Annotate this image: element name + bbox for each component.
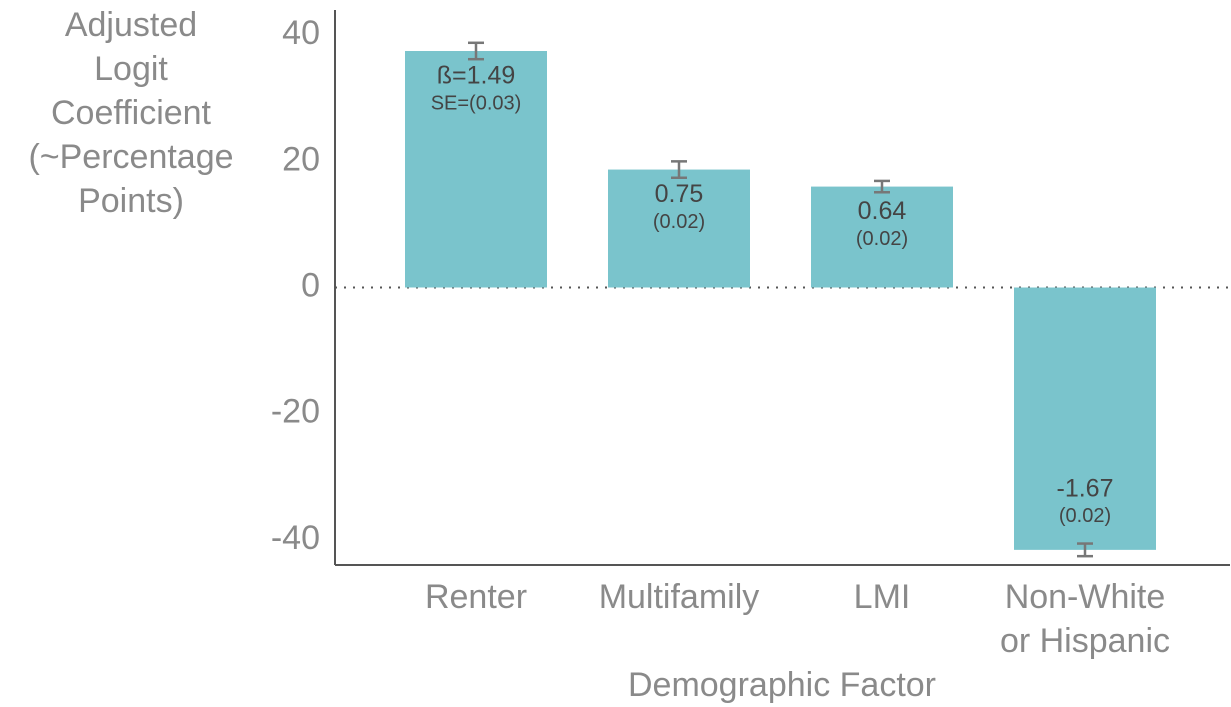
se-label: (0.02) (856, 228, 908, 250)
coefficient-label: -1.67 (1057, 474, 1114, 502)
coefficient-label: 0.75 (655, 180, 704, 208)
x-tick-label: Renter (424, 578, 528, 616)
se-label: (0.02) (1059, 505, 1111, 527)
x-tick-label: LMI (853, 578, 911, 616)
bar (811, 186, 953, 288)
x-axis-label: Demographic Factor (627, 666, 936, 704)
bar (1014, 287, 1156, 550)
se-label: SE=(0.03) (431, 92, 522, 114)
coefficient-label: ß=1.49 (437, 62, 516, 90)
x-tick-label: Non-White or Hispanic (999, 578, 1171, 660)
bar (608, 169, 750, 288)
y-tick-label: 0 (301, 266, 320, 304)
coefficient-label: 0.64 (858, 197, 907, 225)
y-tick-label: -40 (271, 519, 320, 557)
bar (405, 50, 547, 288)
y-tick-label: 40 (282, 14, 320, 52)
y-tick-label: 20 (282, 140, 320, 178)
y-axis-label: Adjusted Logit Coefficient (~Percentage … (28, 6, 234, 220)
x-tick-label: Multifamily (598, 578, 760, 616)
se-label: (0.02) (653, 211, 705, 233)
y-tick-label: -20 (271, 393, 320, 431)
